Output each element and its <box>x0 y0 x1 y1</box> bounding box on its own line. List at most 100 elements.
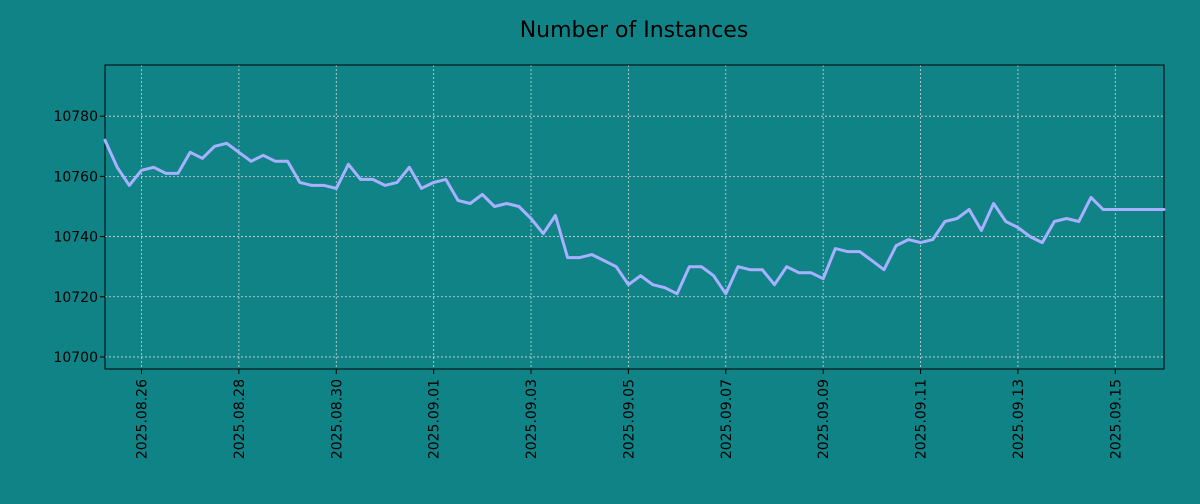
data-point <box>797 271 800 274</box>
data-point <box>627 283 630 286</box>
data-point <box>602 259 606 262</box>
data-point <box>773 283 776 286</box>
y-tick-label: 10780 <box>53 109 98 125</box>
data-point <box>675 292 679 295</box>
data-point <box>955 217 959 220</box>
data-point <box>444 178 447 181</box>
x-tick-label: 2025.09.01 <box>427 379 443 459</box>
data-point <box>907 238 910 241</box>
data-point <box>736 265 740 268</box>
data-point <box>931 238 934 241</box>
data-point <box>882 268 886 271</box>
data-point <box>943 220 947 223</box>
data-point <box>1089 196 1093 199</box>
x-tick-label: 2025.09.13 <box>1011 379 1027 459</box>
data-point <box>1016 226 1020 229</box>
data-point <box>748 268 752 271</box>
data-point <box>395 181 399 184</box>
x-axis: 2025.08.26 2025.08.28 2025.08.30 2025.09.01… <box>135 369 1124 459</box>
data-point <box>542 232 545 235</box>
data-point <box>505 202 508 205</box>
data-point <box>1101 208 1105 211</box>
data-point <box>761 268 764 271</box>
data-point <box>481 193 484 196</box>
data-point <box>1138 208 1141 211</box>
data-point <box>639 274 642 277</box>
data-point <box>469 202 472 205</box>
data-point <box>262 154 265 157</box>
data-point <box>663 286 667 289</box>
data-point <box>189 151 192 154</box>
data-point <box>128 184 131 187</box>
plot-frame <box>104 64 1165 370</box>
x-tick-label: 2025.08.26 <box>135 379 151 459</box>
data-point <box>140 169 143 172</box>
data-point <box>335 187 338 190</box>
data-point <box>1077 220 1081 223</box>
data-point <box>517 205 521 208</box>
data-point <box>688 265 691 268</box>
data-point <box>493 205 496 208</box>
data-point <box>919 241 922 244</box>
data-point <box>456 199 460 202</box>
data-point <box>1162 208 1166 211</box>
data-point <box>712 274 715 277</box>
series-line <box>103 138 1166 296</box>
data-point <box>286 160 289 163</box>
y-axis: 10700 10720 10740 10760 10780 <box>53 109 105 366</box>
data-point <box>834 247 837 250</box>
x-tick-label: 2025.09.03 <box>524 379 540 459</box>
data-point <box>566 256 569 259</box>
x-tick-label: 2025.09.09 <box>816 379 832 459</box>
data-point <box>615 265 618 268</box>
y-tick-label: 10720 <box>53 290 98 306</box>
data-point <box>1053 220 1056 223</box>
y-tick-label: 10760 <box>53 169 98 185</box>
y-tick-label: 10700 <box>53 350 98 366</box>
grid <box>105 65 1164 369</box>
data-point <box>809 271 813 274</box>
data-point <box>383 184 387 187</box>
data-point <box>992 202 995 205</box>
data-point <box>1150 208 1154 211</box>
data-point <box>822 277 825 280</box>
data-point <box>152 166 155 169</box>
data-point <box>590 253 594 256</box>
data-point <box>225 142 228 145</box>
chart-title: Number of Instances <box>520 18 749 43</box>
data-point <box>310 184 314 187</box>
data-point <box>554 214 557 217</box>
x-tick-label: 2025.08.28 <box>232 379 248 459</box>
data-point <box>371 178 374 181</box>
x-tick-label: 2025.09.11 <box>914 379 930 459</box>
data-point <box>1041 241 1044 244</box>
data-point <box>274 160 277 163</box>
data-point <box>432 181 435 184</box>
data-point <box>846 250 849 253</box>
data-point <box>1004 220 1007 223</box>
data-point <box>724 292 727 295</box>
data-point <box>408 166 411 169</box>
data-point <box>1065 217 1068 220</box>
data-point <box>176 172 180 175</box>
data-point <box>529 217 533 220</box>
data-point <box>237 151 241 154</box>
data-point <box>322 184 326 187</box>
data-point <box>968 208 971 211</box>
data-point <box>201 157 204 160</box>
data-point <box>700 265 703 268</box>
data-point <box>1028 235 1032 238</box>
data-point <box>116 166 119 169</box>
data-point <box>359 178 362 181</box>
data-point <box>895 244 898 247</box>
data-point <box>1114 208 1117 211</box>
x-tick-label: 2025.09.07 <box>719 379 735 459</box>
data-point <box>858 250 861 253</box>
data-point <box>213 145 216 148</box>
data-point <box>347 163 350 166</box>
data-point <box>249 160 253 163</box>
x-tick-label: 2025.09.05 <box>621 379 637 459</box>
data-point <box>298 181 301 184</box>
